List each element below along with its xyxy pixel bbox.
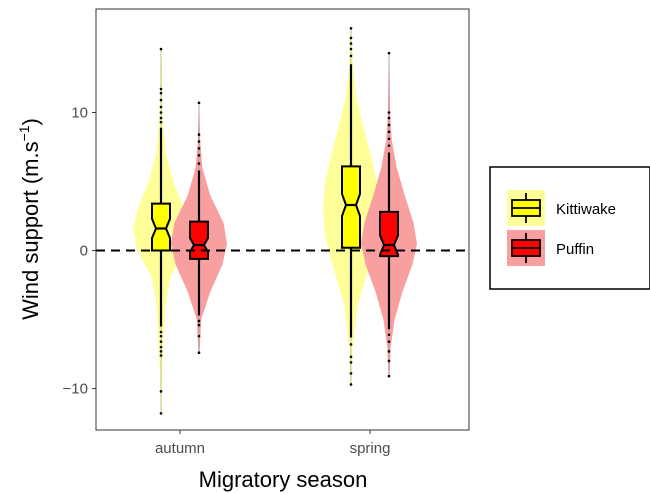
outlier-point — [159, 120, 163, 124]
outlier-point — [387, 350, 391, 353]
outlier-point — [197, 351, 201, 355]
outlier-point — [349, 27, 353, 30]
y-axis-title-close: ) — [18, 118, 43, 125]
outlier-point — [197, 162, 201, 165]
outlier-point — [387, 374, 391, 378]
y-tick-label: 0 — [80, 243, 88, 260]
outlier-point — [349, 47, 353, 51]
outlier-point — [197, 319, 201, 323]
y-tick-label: −10 — [63, 381, 88, 398]
outlier-point — [159, 87, 163, 91]
outlier-point — [159, 340, 163, 343]
y-axis-title: Wind support (m.s−1) — [16, 118, 43, 320]
outlier-point — [159, 105, 163, 109]
outlier-point — [387, 130, 391, 134]
y-axis-title-superscript: −1 — [16, 125, 32, 141]
outlier-point — [159, 334, 163, 338]
outlier-point — [159, 91, 163, 95]
outlier-point — [197, 101, 201, 105]
box-kittiwake-autumn — [151, 202, 171, 252]
outlier-point — [159, 116, 163, 120]
box-puffin-spring — [379, 210, 399, 258]
outlier-point — [349, 361, 353, 364]
outlier-point — [197, 133, 201, 136]
outlier-point — [387, 116, 391, 120]
outlier-point — [159, 111, 163, 114]
outlier-point — [349, 36, 353, 40]
y-axis-title-main: Wind support (m.s — [18, 141, 43, 320]
box-kittiwake-spring — [341, 165, 361, 249]
outlier-point — [349, 383, 353, 386]
outlier-point — [159, 98, 163, 102]
outlier-point — [197, 323, 201, 327]
outlier-point — [159, 412, 163, 415]
outlier-point — [197, 154, 201, 157]
outlier-point — [387, 340, 391, 343]
outlier-point — [159, 390, 163, 393]
outlier-point — [387, 144, 391, 147]
x-axis-title: Migratory season — [199, 467, 368, 492]
outlier-point — [159, 350, 163, 353]
outlier-point — [159, 354, 163, 357]
y-tick-label: 10 — [71, 105, 88, 122]
outlier-point — [387, 111, 391, 114]
outlier-point — [387, 51, 391, 55]
outlier-point — [387, 333, 391, 337]
outlier-point — [349, 54, 353, 58]
x-tick-label: autumn — [155, 440, 205, 457]
outlier-point — [387, 123, 391, 127]
box-puffin-autumn — [189, 220, 209, 260]
x-tick-label: spring — [350, 440, 391, 457]
outlier-point — [197, 334, 201, 338]
outlier-point — [349, 355, 353, 359]
outlier-point — [197, 140, 201, 143]
outlier-point — [159, 330, 163, 334]
outlier-point — [349, 42, 353, 45]
outlier-point — [159, 47, 163, 51]
outlier-point — [349, 372, 353, 375]
legend-label-puffin: Puffin — [556, 241, 594, 258]
outlier-point — [387, 137, 391, 141]
legend-label-kittiwake: Kittiwake — [556, 201, 616, 218]
outlier-point — [159, 345, 163, 349]
outlier-point — [197, 147, 201, 150]
legend-box — [489, 166, 650, 290]
outlier-point — [387, 359, 391, 363]
outlier-point — [349, 343, 353, 346]
